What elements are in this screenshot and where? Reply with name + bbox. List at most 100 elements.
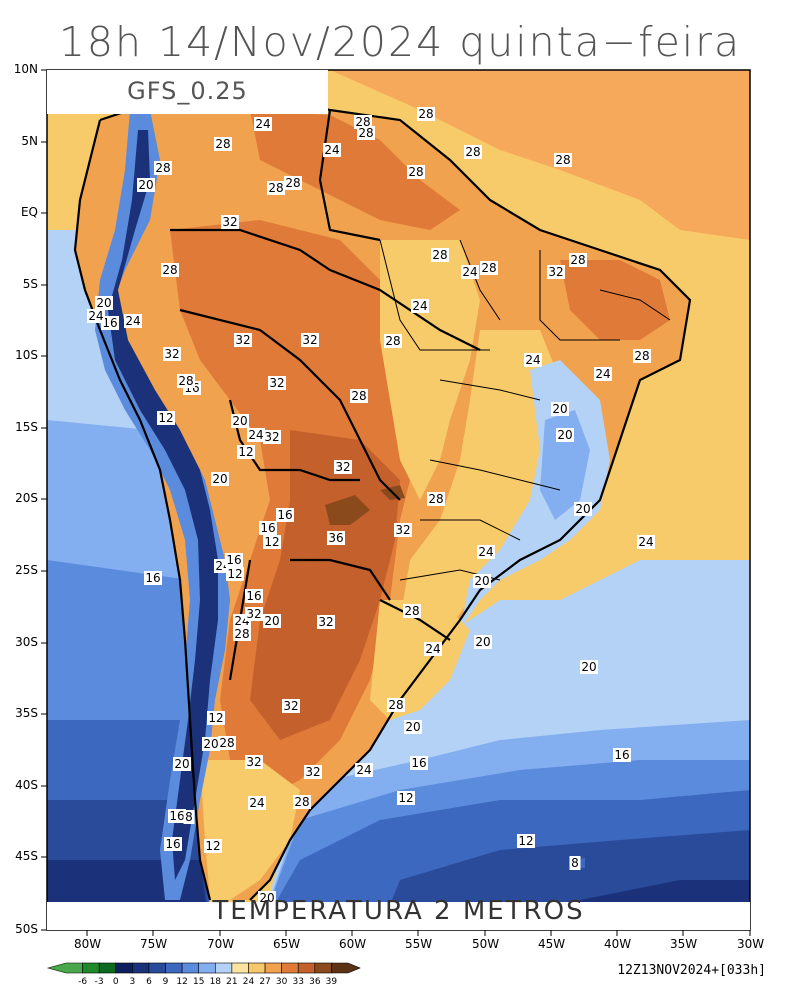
contour-label-bg: [407, 165, 425, 179]
contour-label: 32: [246, 607, 261, 621]
contour-label: 12: [227, 567, 242, 581]
contour-label-bg: [417, 107, 435, 121]
legend-tick-label: 36: [309, 977, 321, 987]
contour-label: 28: [408, 165, 423, 179]
contour-label: 28: [351, 389, 366, 403]
contour-label-bg: [221, 215, 239, 229]
lon-label: 55W: [405, 937, 433, 951]
legend-tick-label: 27: [259, 977, 270, 987]
contour-label-bg: [247, 428, 265, 442]
contour-label-bg: [124, 314, 142, 328]
contour-label: 28: [219, 736, 234, 750]
contour-label: 20: [138, 178, 153, 192]
axis-ticks: [41, 69, 751, 936]
contour-label-bg: [424, 642, 442, 656]
contour-label-bg: [226, 567, 244, 581]
contour-label-bg: [137, 178, 155, 192]
legend-color-swatch: [198, 962, 216, 974]
contour-label: 20: [264, 614, 279, 628]
contour-label-bg: [477, 545, 495, 559]
legend-tick-label: 18: [210, 977, 222, 987]
contour-label: 28: [285, 176, 300, 190]
contour-label-bg: [263, 430, 281, 444]
lat-label: 15S: [15, 420, 38, 434]
contour-label-bg: [410, 756, 428, 770]
contour-label-bg: [551, 402, 569, 416]
contour-label: 36: [328, 531, 343, 545]
contour-label: 32: [283, 699, 298, 713]
contour-label-bg: [387, 698, 405, 712]
contour-label-bg: [474, 635, 492, 649]
lat-label: 50S: [15, 922, 38, 936]
contour-label-bg: [284, 176, 302, 190]
lat-label: 40S: [15, 778, 38, 792]
contour-label-bg: [293, 795, 311, 809]
contour-label: 20: [259, 891, 274, 905]
contour-label-bg: [357, 126, 375, 140]
contour-label-bg: [177, 374, 195, 388]
legend-tick-label: 21: [226, 977, 237, 987]
contour-label: 24: [356, 763, 371, 777]
legend-tick-label: 6: [146, 977, 152, 987]
run-info: 12Z13NOV2024+[033h]: [617, 963, 766, 978]
contour-label-bg: [547, 265, 565, 279]
contour-label-bg: [613, 748, 631, 762]
legend-color-swatch: [181, 962, 200, 974]
contour-label-bg: [354, 115, 372, 129]
contour-label: 20: [581, 660, 596, 674]
contour-label: 24: [324, 143, 339, 157]
map-title: 18h 14/Nov/2024 quinta−feira: [58, 18, 742, 66]
lon-label: 35W: [670, 937, 698, 951]
contour-label: 20: [96, 296, 111, 310]
contour-label: 32: [302, 333, 317, 347]
contour-label-bg: [282, 699, 300, 713]
contour-label: 20: [212, 472, 227, 486]
legend-tick-label: 9: [163, 977, 169, 987]
lon-label: 70W: [207, 937, 235, 951]
contour-label: 24: [638, 535, 653, 549]
contour-label: 28: [388, 698, 403, 712]
contour-label-bg: [237, 445, 255, 459]
contour-label: 24: [88, 309, 103, 323]
contour-label: 28: [234, 627, 249, 641]
contour-label: 32: [269, 376, 284, 390]
contour-label: 24: [425, 642, 440, 656]
contour-label-bg: [554, 153, 572, 167]
contour-label-bg: [556, 428, 574, 442]
legend-tick-label: 24: [243, 977, 255, 987]
legend-tick-label: 12: [176, 977, 187, 987]
contour-label-bg: [204, 839, 222, 853]
contour-label-bg: [304, 765, 322, 779]
contour-label-bg: [517, 834, 535, 848]
contour-label-bg: [214, 137, 232, 151]
lon-label: 40W: [604, 937, 632, 951]
contour-label: 28: [294, 795, 309, 809]
contour-label: 24: [478, 545, 493, 559]
legend-color-swatch: [132, 962, 150, 974]
contour-label: 28: [268, 181, 283, 195]
legend-color-swatch: [314, 962, 332, 974]
contour-label: 16: [145, 571, 160, 585]
contour-label: 20: [174, 757, 189, 771]
contour-label: 28: [465, 145, 480, 159]
contour-label-bg: [163, 347, 181, 361]
contour-label: 32: [318, 615, 333, 629]
contour-label-bg: [225, 553, 243, 567]
legend-color-swatch: [46, 962, 83, 974]
contour-label-bg: [202, 737, 220, 751]
contour-label: 24: [412, 299, 427, 313]
lat-label: 5N: [21, 134, 38, 148]
contour-label: 28: [385, 334, 400, 348]
lat-label: 5S: [22, 277, 38, 291]
contour-label: 12: [158, 411, 173, 425]
contour-label: 20: [552, 402, 567, 416]
contour-label: 24: [525, 353, 540, 367]
contour-label-bg: [254, 117, 272, 131]
lat-label: 35S: [15, 706, 38, 720]
contour-label: 16: [614, 748, 629, 762]
contour-label-bg: [473, 574, 491, 588]
legend-tick-label: -3: [95, 977, 104, 987]
contour-label-bg: [524, 353, 542, 367]
